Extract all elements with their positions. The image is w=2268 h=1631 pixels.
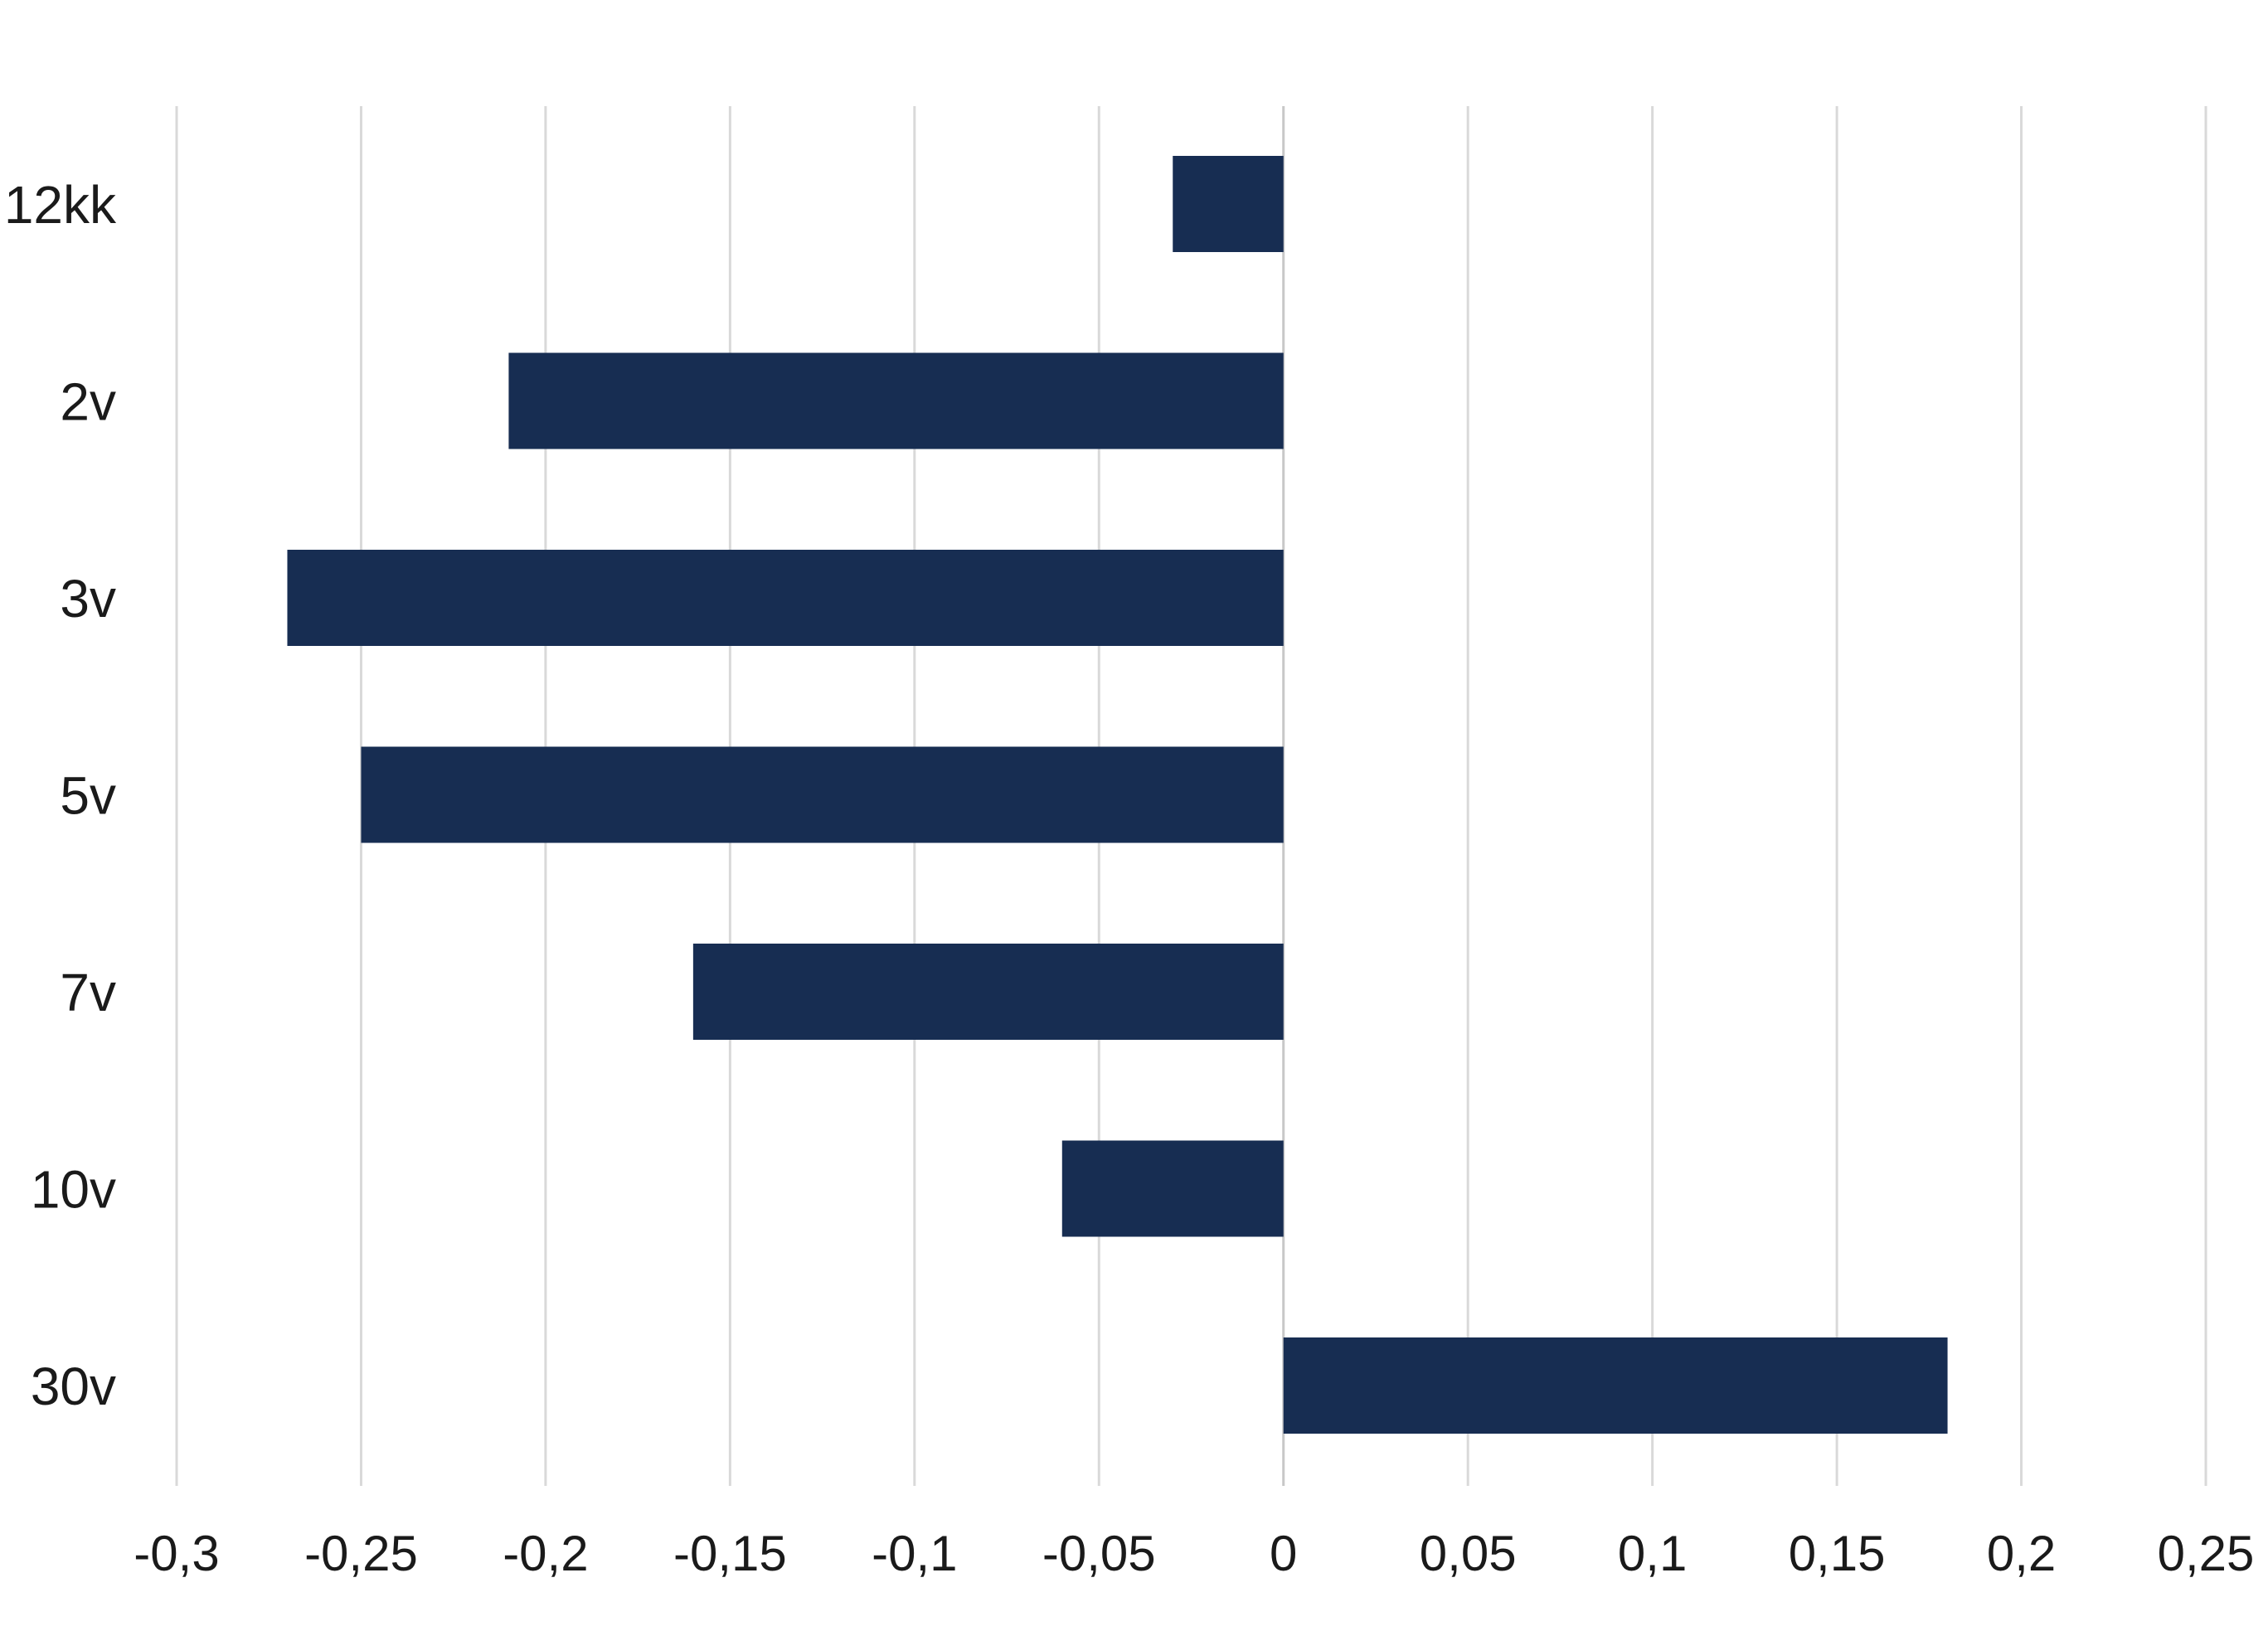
bar-3v <box>287 550 1284 646</box>
x-tick-label: -0,15 <box>673 1526 787 1581</box>
category-label: 2v <box>60 372 116 432</box>
value-axis-labels: -0,3 -0,25 -0,2 -0,15 -0,1 -0,05 0 0,05 0,1 0,15 0… <box>134 1526 2254 1581</box>
bar-5v <box>361 746 1284 843</box>
category-label: 30v <box>31 1357 116 1416</box>
x-tick-label: -0,1 <box>872 1526 957 1581</box>
category-label: 5v <box>60 766 116 826</box>
bars <box>287 156 1948 1434</box>
category-label: 7v <box>60 963 116 1022</box>
x-tick-label: 0,05 <box>1420 1526 1517 1581</box>
category-label: 3v <box>60 569 116 629</box>
x-tick-label: -0,2 <box>503 1526 588 1581</box>
bar-30v <box>1283 1337 1948 1434</box>
category-axis-labels: 12kk 2v 3v 5v 7v 10v 30v <box>4 175 117 1416</box>
x-tick-label: -0,05 <box>1042 1526 1156 1581</box>
x-tick-label: 0,25 <box>2158 1526 2255 1581</box>
bar-10v <box>1061 1140 1284 1237</box>
category-label: 12kk <box>4 175 117 235</box>
x-tick-label: 0 <box>1270 1526 1297 1581</box>
x-tick-label: -0,25 <box>304 1526 418 1581</box>
bar-2v <box>508 352 1284 449</box>
category-label: 10v <box>31 1160 116 1220</box>
x-tick-label: 0,2 <box>1987 1526 2056 1581</box>
x-tick-label: 0,15 <box>1789 1526 1886 1581</box>
bar-7v <box>692 944 1284 1040</box>
x-tick-label: -0,3 <box>134 1526 219 1581</box>
x-tick-label: 0,1 <box>1618 1526 1687 1581</box>
bar-12kk <box>1173 156 1284 252</box>
